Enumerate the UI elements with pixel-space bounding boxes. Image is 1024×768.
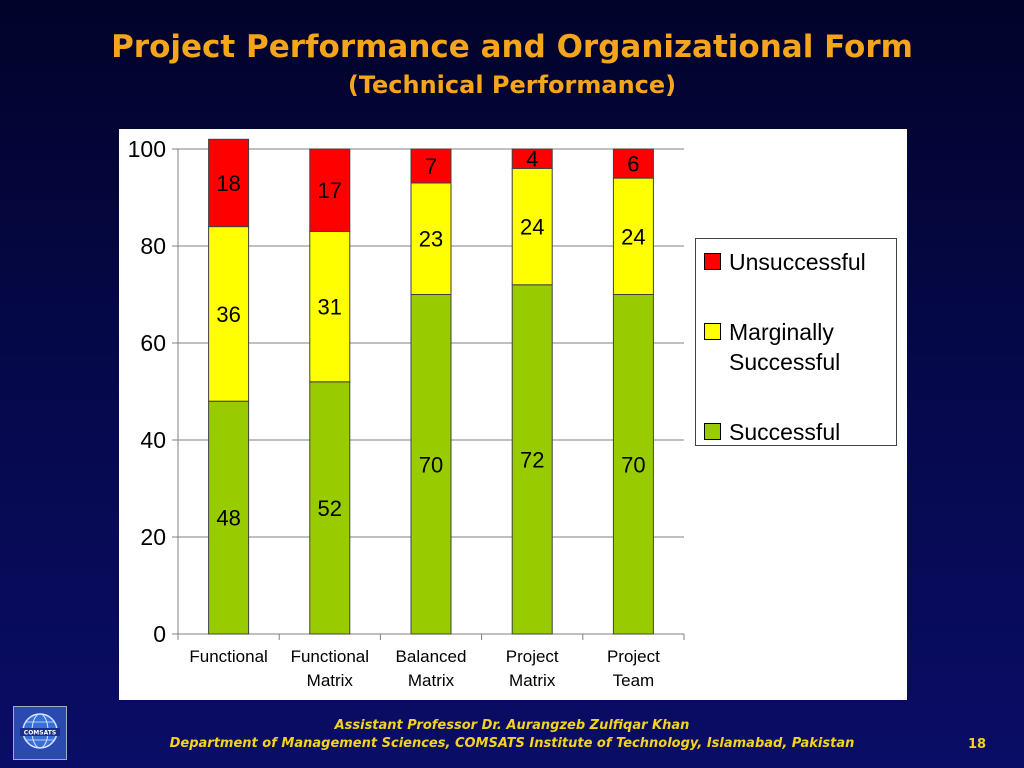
- slide-subtitle: (Technical Performance): [347, 71, 677, 99]
- data-label: 36: [216, 302, 240, 327]
- legend-swatch: [704, 323, 721, 340]
- x-category-label: Matrix: [408, 671, 455, 690]
- x-category-label: Functional: [291, 647, 369, 666]
- legend-item: Unsuccessful: [704, 247, 866, 277]
- bar-segment: [511, 167, 553, 286]
- bar-segment: [410, 148, 452, 184]
- bar-segment: [309, 230, 351, 383]
- x-category-label: Matrix: [307, 671, 354, 690]
- x-category-label: Balanced: [396, 647, 467, 666]
- legend-swatch: [704, 253, 721, 270]
- bar-segment: [208, 400, 250, 635]
- y-tick-label: 60: [140, 330, 166, 356]
- data-label: 23: [419, 227, 443, 252]
- bar-segment: [208, 138, 250, 228]
- legend-swatch: [704, 423, 721, 440]
- bar-segment: [612, 294, 654, 635]
- data-label: 52: [318, 496, 342, 521]
- x-category-label: Project: [607, 647, 660, 666]
- slide-title: Project Performance and Organizational F…: [111, 29, 913, 65]
- bar-segment: [309, 148, 351, 232]
- x-category-label: Matrix: [509, 671, 556, 690]
- data-label: 7: [425, 154, 437, 179]
- data-label: 4: [526, 147, 538, 172]
- data-label: 24: [520, 215, 544, 240]
- footer-department: Department of Management Sciences, COMSA…: [169, 736, 855, 751]
- chart-panel: 0 20 40 60 80 100 48 36 18 Functional 52 31 17 Functi…: [119, 129, 907, 700]
- bar-segment: [309, 381, 351, 635]
- bar-segment: [511, 284, 553, 635]
- y-tick-label: 80: [140, 233, 166, 259]
- x-category-label: Project: [506, 647, 559, 666]
- page-number: 18: [968, 737, 987, 752]
- y-tick-label: 40: [140, 427, 166, 453]
- footer-author: Assistant Professor Dr. Aurangzeb Zulfiq…: [334, 718, 690, 733]
- data-label: 70: [621, 452, 645, 477]
- legend-item: Marginally Successful: [704, 317, 840, 377]
- globe-icon: COMSATS: [14, 707, 66, 759]
- data-label: 18: [216, 171, 240, 196]
- bar-segment: [511, 148, 553, 169]
- legend-label: Unsuccessful: [729, 249, 866, 275]
- comsats-logo: COMSATS: [13, 706, 67, 760]
- y-tick-label: 100: [128, 136, 166, 162]
- legend-label: Successful: [729, 419, 841, 445]
- y-tick-label: 20: [140, 524, 166, 550]
- data-label: 24: [621, 224, 645, 249]
- x-category-label: Team: [613, 671, 655, 690]
- legend-item: Successful: [704, 417, 840, 447]
- legend-label: Marginally Successful: [729, 319, 841, 375]
- data-label: 31: [318, 295, 342, 320]
- chart-legend: Unsuccessful Marginally Successful Successf…: [695, 238, 897, 446]
- bar-segment: [612, 148, 654, 179]
- svg-text:COMSATS: COMSATS: [24, 730, 56, 737]
- data-label: 17: [318, 178, 342, 203]
- bar-segment: [410, 182, 452, 296]
- x-category-label: Functional: [189, 647, 267, 666]
- y-tick-label: 0: [153, 621, 166, 647]
- data-label: 72: [520, 447, 544, 472]
- bar-segment: [410, 294, 452, 635]
- stacked-bar-chart: 0 20 40 60 80 100 48 36 18 Functional 52 31 17 Functi…: [128, 136, 685, 690]
- data-label: 6: [627, 152, 639, 177]
- data-label: 70: [419, 452, 443, 477]
- data-label: 48: [216, 506, 240, 531]
